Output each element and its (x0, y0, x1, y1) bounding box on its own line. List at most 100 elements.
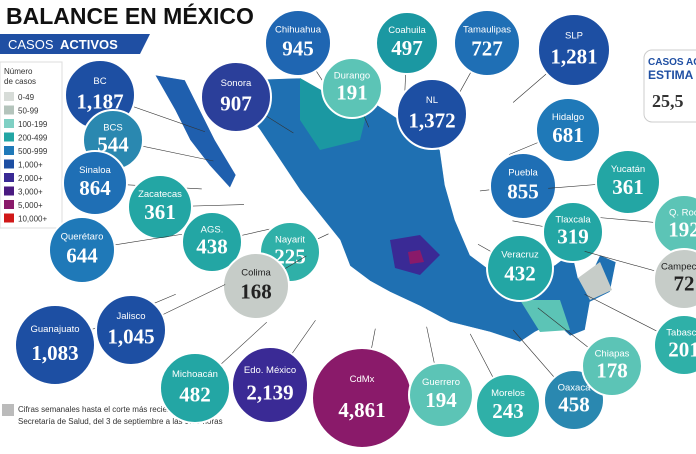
state-name: Oaxaca (558, 382, 591, 393)
state-name: Campeche (661, 261, 696, 272)
legend-swatch (4, 132, 14, 142)
state-bubble (396, 78, 468, 150)
state-name: Puebla (508, 167, 538, 178)
state-bubble (653, 314, 696, 376)
state-name: Durango (334, 70, 370, 81)
state-value: 1,045 (107, 324, 154, 348)
state-bubble (62, 150, 128, 216)
subtitle-1: CASOS (8, 37, 54, 52)
state-name: Guerrero (422, 377, 460, 388)
legend-title: de casos (4, 77, 36, 86)
state-bubble (95, 294, 167, 366)
state-bubble (489, 152, 557, 220)
state-bubble (535, 97, 601, 163)
state-name: AGS. (201, 224, 224, 235)
state-name: Guanajuato (30, 324, 79, 335)
subtitle-bar (0, 34, 150, 54)
state-value: 1,372 (408, 108, 455, 132)
state-value: 201 (668, 337, 696, 361)
legend-swatch (4, 173, 14, 182)
state-value: 192 (668, 217, 696, 241)
legend-swatch (4, 186, 14, 196)
state-bubble (159, 352, 231, 424)
legend-swatch (4, 119, 14, 128)
state-name: BC (93, 76, 106, 87)
map-region-north (300, 78, 370, 150)
state-name: Michoacán (172, 369, 218, 380)
state-value: 319 (557, 224, 589, 248)
state-name: Tamaulipas (463, 24, 511, 35)
state-name: Sinaloa (79, 165, 111, 176)
state-value: 907 (220, 91, 252, 115)
legend-label: 50-99 (18, 107, 39, 116)
legend-label: 1,000+ (18, 161, 43, 170)
state-value: 727 (471, 37, 503, 61)
state-bubble (542, 201, 604, 263)
subtitle-2: ACTIVOS (60, 37, 118, 52)
state-value: 72 (674, 271, 695, 295)
state-value: 194 (425, 388, 457, 412)
state-name: Yucatán (611, 164, 645, 175)
state-name: Veracruz (501, 249, 539, 260)
legend-label: 100-199 (18, 120, 48, 129)
state-bubble (14, 304, 96, 386)
state-name: Colima (241, 267, 271, 278)
estimate-value: 25,5 (652, 91, 684, 111)
state-bubbles: BC1,187Sonora907Chihuahua945Coahuila497T… (14, 9, 696, 449)
legend-label: 3,000+ (18, 188, 43, 197)
state-name: Q. Roo (669, 207, 696, 218)
state-bubble (48, 216, 116, 284)
state-value: 432 (504, 262, 536, 286)
state-bubble (581, 335, 643, 397)
baja-peninsula (154, 74, 237, 189)
state-name: CdMx (350, 374, 375, 385)
footnote: Secretaría de Salud, del 3 de septiembre… (18, 417, 223, 426)
state-bubble (222, 252, 290, 320)
estimate-label: CASOS AC (648, 57, 696, 68)
state-bubble (200, 61, 272, 133)
legend-label: 200-499 (18, 134, 48, 143)
state-value: 855 (507, 180, 539, 204)
state-name: Tlaxcala (555, 214, 591, 225)
state-bubble (453, 9, 521, 77)
legend-label: 2,000+ (18, 174, 43, 183)
legend-swatch (4, 105, 14, 115)
state-bubble (127, 174, 193, 240)
state-value: 644 (66, 244, 98, 268)
state-bubble (475, 373, 541, 439)
state-value: 482 (179, 382, 211, 406)
legend: 0-49 50-99 100-199 200-499 500-999 1,000+ 2,00… (4, 92, 48, 224)
state-name: Chihuahua (275, 24, 322, 35)
state-name: Hidalgo (552, 112, 584, 123)
state-name: Zacatecas (138, 189, 182, 200)
state-bubble (653, 248, 696, 310)
map-region-cdmx (408, 250, 424, 264)
state-name: Edo. México (244, 365, 296, 376)
legend-label: 10,000+ (18, 215, 47, 224)
state-value: 191 (336, 80, 368, 104)
legend-title: Número (4, 67, 33, 76)
footnote-icon (2, 404, 14, 416)
map-region-south (520, 300, 570, 332)
map-region-yucatan (578, 262, 612, 300)
state-bubble (231, 346, 309, 424)
legend-swatch (4, 200, 14, 209)
legend-label: 500-999 (18, 147, 48, 156)
state-name: Tabasco (666, 327, 696, 338)
state-name: Chiapas (595, 348, 630, 359)
legend-swatch (4, 146, 14, 155)
state-value: 168 (240, 280, 272, 304)
state-value: 361 (612, 175, 644, 199)
state-name: BCS (103, 122, 123, 133)
state-value: 361 (144, 200, 176, 224)
state-value: 2,139 (246, 380, 293, 404)
state-value: 945 (282, 37, 314, 61)
state-value: 681 (552, 123, 584, 147)
state-bubble (264, 9, 332, 77)
legend-swatch (4, 92, 14, 101)
state-value: 178 (596, 358, 628, 382)
legend-swatch (4, 159, 14, 169)
legend-label: 5,000+ (18, 201, 43, 210)
state-value: 4,861 (338, 398, 385, 422)
state-name: Querétaro (61, 231, 104, 242)
